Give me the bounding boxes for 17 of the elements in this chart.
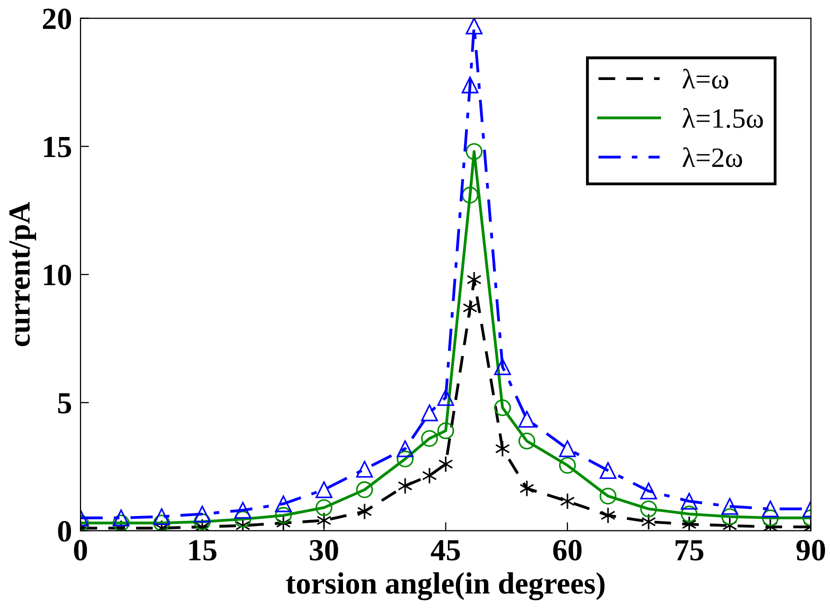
- legend-label: λ=ω: [682, 68, 728, 89]
- x-tick-label: 60: [553, 540, 582, 561]
- y-tick-label: 15: [44, 136, 72, 158]
- x-tick-label: 45: [430, 540, 460, 561]
- legend-label: λ=1.5ω: [682, 108, 763, 128]
- x-tick-label: 30: [310, 540, 338, 561]
- legend-label: λ=2ω: [682, 147, 742, 168]
- x-tick-label: 15: [189, 540, 216, 561]
- y-tick-label: 20: [42, 8, 72, 30]
- y-tick-label: 5: [58, 393, 72, 414]
- x-tick-label: 75: [676, 540, 704, 561]
- y-axis-title: current/pA: [9, 202, 36, 346]
- y-tick-label: 0: [58, 520, 72, 542]
- x-axis-title: torsion angle(in degrees): [286, 572, 604, 600]
- x-tick-label: 90: [796, 540, 826, 561]
- y-tick-label: 10: [44, 264, 72, 286]
- x-tick-label: 0: [74, 540, 87, 561]
